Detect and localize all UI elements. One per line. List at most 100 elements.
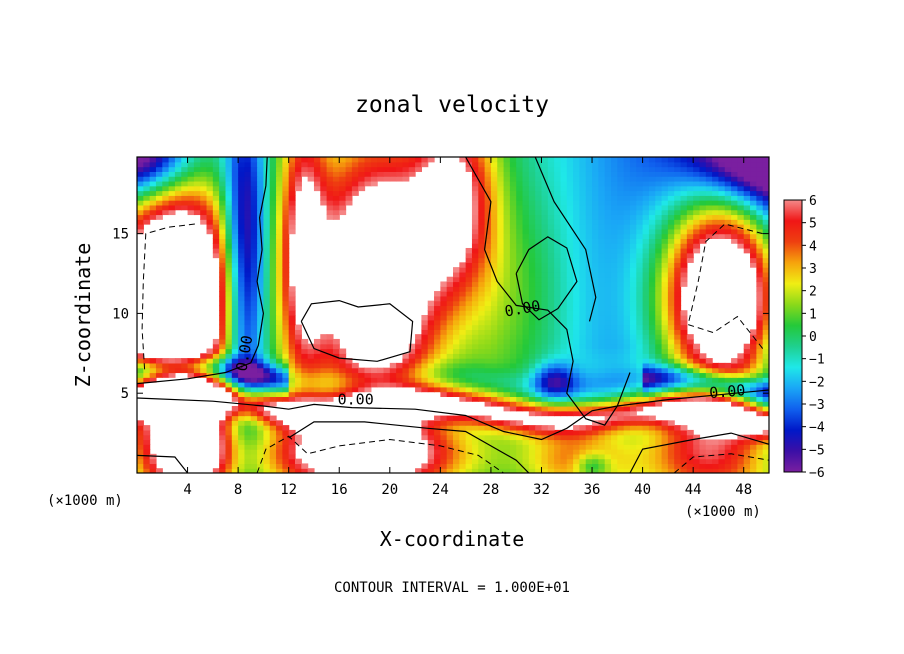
field-cell	[434, 420, 441, 426]
field-cell	[181, 166, 189, 172]
field-cell	[250, 324, 258, 330]
field-cell	[535, 219, 543, 225]
field-cell	[642, 334, 650, 340]
field-cell	[225, 233, 233, 239]
field-cell	[465, 161, 473, 168]
field-cell	[573, 391, 580, 397]
field-cell	[566, 157, 574, 163]
field-cell	[579, 176, 587, 182]
field-cell	[655, 286, 663, 292]
field-cell	[516, 257, 524, 263]
field-cell	[585, 449, 593, 455]
field-cell	[143, 204, 151, 211]
field-cell	[250, 396, 258, 402]
field-cell	[661, 286, 669, 292]
field-cell	[528, 257, 536, 263]
field-cell	[471, 180, 479, 187]
field-cell	[250, 453, 258, 460]
field-cell	[257, 362, 264, 369]
field-cell	[478, 449, 486, 455]
field-cell	[250, 458, 258, 465]
field-cell	[155, 195, 163, 201]
field-cell	[554, 315, 562, 321]
field-cell	[573, 444, 580, 450]
field-cell	[592, 319, 599, 326]
field-cell	[604, 444, 612, 450]
field-cell	[756, 458, 764, 465]
field-cell	[503, 334, 511, 340]
field-cell	[484, 382, 492, 388]
field-cell	[547, 382, 555, 388]
field-cell	[149, 362, 157, 369]
field-cell	[535, 348, 543, 354]
field-cell	[427, 468, 435, 473]
field-cell	[263, 367, 271, 374]
field-cell	[573, 458, 580, 465]
field-cell	[326, 372, 334, 378]
field-cell	[282, 434, 290, 441]
field-cell	[276, 238, 283, 244]
field-cell	[598, 190, 606, 196]
field-cell	[655, 377, 663, 383]
field-cell	[598, 468, 606, 473]
field-cell	[440, 372, 448, 378]
field-cell	[389, 377, 397, 383]
field-cell	[168, 372, 176, 378]
field-cell	[642, 468, 650, 473]
field-cell	[200, 209, 208, 216]
field-cell	[629, 224, 637, 230]
field-cell	[212, 224, 220, 230]
field-cell	[547, 315, 555, 321]
field-cell	[535, 429, 543, 436]
field-cell	[465, 382, 473, 388]
field-cell	[661, 228, 669, 235]
field-cell	[471, 195, 479, 201]
field-cell	[743, 171, 751, 177]
field-cell	[497, 338, 505, 345]
field-cell	[332, 209, 340, 216]
field-cell	[503, 391, 511, 397]
field-cell	[193, 157, 201, 163]
field-cell	[611, 310, 618, 316]
field-cell	[212, 233, 220, 239]
field-cell	[212, 343, 220, 350]
field-cell	[263, 420, 271, 426]
field-cell	[623, 295, 631, 302]
field-cell	[566, 334, 574, 340]
field-cell	[250, 468, 258, 473]
field-cell	[554, 444, 562, 450]
field-cell	[497, 458, 505, 465]
field-cell	[705, 358, 713, 364]
field-cell	[206, 161, 214, 168]
field-cell	[162, 176, 170, 182]
field-cell	[554, 348, 562, 354]
field-cell	[219, 334, 227, 340]
field-cell	[345, 391, 353, 397]
field-cell	[661, 262, 669, 268]
field-cell	[674, 204, 682, 211]
field-cell	[421, 315, 429, 321]
field-cell	[269, 429, 277, 436]
field-cell	[440, 295, 448, 302]
field-cell	[573, 157, 580, 163]
field-cell	[522, 444, 530, 450]
field-cell	[573, 305, 580, 311]
field-cell	[528, 319, 536, 326]
field-cell	[560, 334, 568, 340]
field-cell	[212, 247, 220, 254]
field-cell	[642, 281, 650, 287]
field-cell	[282, 315, 290, 321]
field-cell	[667, 429, 675, 436]
field-cell	[573, 195, 580, 201]
field-cell	[579, 291, 587, 297]
colorbar-tick-label: −6	[809, 466, 825, 481]
field-cell	[219, 161, 227, 168]
field-cell	[484, 463, 492, 469]
field-cell	[756, 161, 764, 168]
field-cell	[693, 185, 701, 192]
field-cell	[636, 262, 644, 268]
field-cell	[648, 382, 656, 388]
field-cell	[667, 444, 675, 450]
field-cell	[219, 262, 227, 268]
